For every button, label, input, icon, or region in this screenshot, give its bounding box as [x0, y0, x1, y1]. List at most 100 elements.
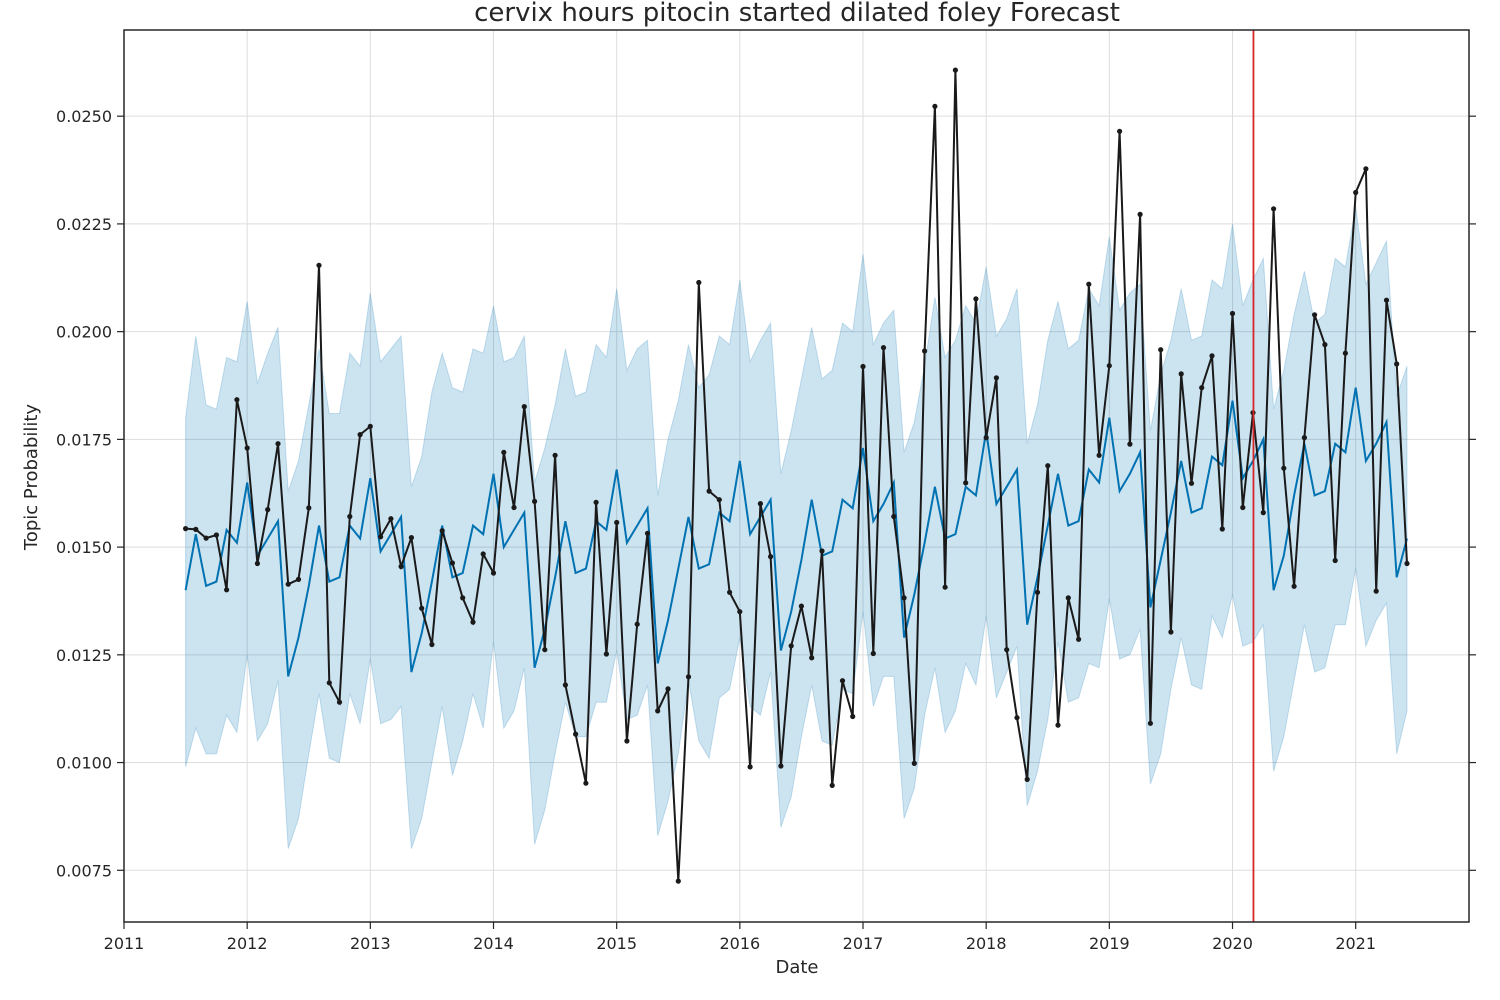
actual-point: [1394, 361, 1400, 367]
actual-point: [244, 445, 250, 451]
actual-point: [1322, 342, 1328, 348]
actual-point: [1158, 347, 1164, 353]
actual-point: [193, 526, 199, 533]
actual-point: [306, 505, 312, 511]
actual-point: [1363, 166, 1369, 172]
x-tick-label: 2011: [104, 934, 145, 953]
actual-point: [1168, 629, 1174, 635]
actual-point: [357, 432, 363, 438]
actual-point: [819, 548, 825, 554]
x-tick-label: 2012: [227, 934, 268, 953]
actual-point: [593, 499, 599, 505]
y-tick-label: 0.0175: [56, 430, 112, 449]
actual-point: [634, 621, 640, 627]
actual-point: [285, 581, 291, 587]
actual-point: [398, 563, 404, 570]
actual-point: [408, 535, 414, 541]
actual-point: [265, 507, 271, 513]
axis-ticks: 2011 2012 2013 2014 2015 2016 2017 2018 2019 2020…: [56, 107, 1476, 953]
actual-point: [860, 363, 866, 370]
actual-point: [511, 504, 517, 511]
actual-point: [234, 397, 240, 403]
actual-point: [1404, 560, 1410, 567]
x-tick-label: 2019: [1089, 934, 1130, 953]
actual-point: [1373, 588, 1379, 594]
y-tick-label: 0.0250: [56, 107, 112, 126]
actual-point: [973, 296, 979, 302]
actual-point: [254, 560, 260, 567]
actual-point: [183, 526, 189, 532]
actual-point: [839, 678, 846, 684]
actual-point: [603, 651, 610, 657]
actual-point: [1034, 589, 1041, 595]
actual-point: [880, 345, 887, 351]
actual-point: [1004, 647, 1010, 653]
actual-point: [316, 262, 322, 268]
actual-point: [573, 731, 579, 737]
actual-point: [224, 587, 230, 593]
x-axis-label: Date: [775, 957, 818, 978]
actual-point: [1178, 371, 1184, 377]
actual-point: [275, 441, 281, 447]
actual-point: [809, 655, 815, 661]
actual-point: [655, 708, 661, 714]
actual-point: [778, 763, 784, 769]
actual-point: [983, 435, 989, 441]
actual-point: [326, 680, 332, 686]
actual-point: [521, 404, 527, 410]
actual-point: [388, 516, 394, 522]
actual-point: [1332, 557, 1338, 564]
y-tick-label: 0.0125: [56, 646, 112, 665]
grid: [123, 30, 1469, 922]
actual-point: [685, 674, 692, 680]
actual-point: [1076, 636, 1082, 642]
actual-point: [470, 619, 476, 625]
actual-point: [367, 423, 373, 429]
actual-point: [480, 551, 486, 557]
actual-point: [665, 686, 671, 692]
actual-point: [624, 738, 630, 744]
actual-point: [850, 713, 856, 720]
actual-point: [747, 764, 753, 770]
actual-point: [1353, 189, 1359, 196]
actual-point: [1240, 504, 1246, 511]
actual-point: [614, 519, 620, 526]
actual-point: [203, 535, 209, 541]
actual-point: [336, 699, 343, 705]
actual-point: [829, 782, 835, 789]
actual-point: [1260, 509, 1266, 516]
actual-point: [449, 560, 455, 566]
actual-point: [737, 609, 743, 615]
actual-point: [1127, 441, 1133, 447]
plot-frame: [123, 29, 1470, 923]
y-tick-label: 0.0075: [56, 861, 112, 880]
x-tick-label: 2014: [473, 934, 514, 953]
actual-point: [675, 878, 681, 884]
actual-points: [183, 67, 1410, 884]
uncertainty-band: [185, 206, 1408, 849]
actual-point: [460, 595, 466, 601]
actual-point: [213, 532, 219, 538]
actual-point: [768, 554, 774, 560]
actual-point: [1271, 206, 1277, 212]
x-tick-label: 2020: [1212, 934, 1253, 953]
actual-point: [696, 279, 702, 286]
actual-point: [1086, 281, 1092, 287]
actual-point: [1045, 463, 1051, 469]
actual-point: [1147, 720, 1153, 726]
x-tick-label: 2018: [966, 934, 1007, 953]
actual-point: [501, 449, 507, 455]
x-tick-label: 2015: [596, 934, 637, 953]
actual-point: [429, 641, 435, 648]
actual-point: [347, 513, 353, 520]
actual-point: [1219, 526, 1225, 532]
actual-point: [295, 576, 302, 583]
forecast-line: [184, 387, 1408, 677]
actual-point: [911, 760, 917, 767]
actual-point: [583, 780, 589, 786]
actual-point: [532, 498, 538, 504]
actual-point: [1024, 776, 1030, 783]
actual-point: [439, 528, 445, 534]
actual-point: [727, 589, 733, 595]
